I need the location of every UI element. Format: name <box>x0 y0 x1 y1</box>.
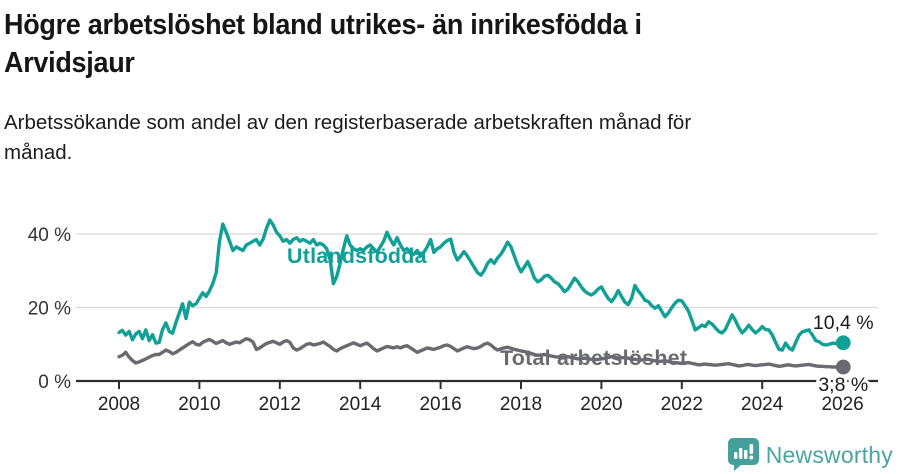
newsworthy-logo-icon <box>727 438 759 471</box>
x-axis-tick-label: 2024 <box>741 394 784 415</box>
x-axis-tick-label: 2014 <box>339 394 382 415</box>
series-line-utlandsfodda <box>117 218 841 352</box>
chart-subtitle-line1: Arbetssökande som andel av den registerb… <box>4 111 692 134</box>
x-axis-tick-label: 2016 <box>419 394 461 415</box>
x-axis-tick-label: 2008 <box>98 394 140 415</box>
newsworthy-logo-text: Newsworthy <box>765 441 893 468</box>
x-axis-tick-label: 2018 <box>500 394 542 415</box>
line-chart-svg: 0 % 20 % 40 % 2008 2010 2012 2014 2016 2018 2020 2… <box>28 218 878 415</box>
y-axis-label: 20 % <box>28 299 71 320</box>
y-axis-label: 0 % <box>38 372 71 393</box>
page-title-line2: Arvidsjaur <box>4 47 135 79</box>
page-title: Högre arbetslöshet bland utrikes- än inr… <box>4 6 822 82</box>
x-axis-tick-label: 2026 <box>821 394 863 415</box>
newsworthy-branding[interactable]: Newsworthy <box>727 438 893 472</box>
x-axis-tick-label: 2020 <box>580 394 622 415</box>
x-axis-tick-label: 2022 <box>661 394 703 415</box>
y-axis-label: 40 % <box>28 225 71 246</box>
series-label-utlandsfodda: Utlandsfödda <box>287 244 428 268</box>
chart-subtitle-line2: månad. <box>4 141 73 164</box>
series-end-dot-utlandsfodda <box>835 335 851 351</box>
series-end-value-label: 10,4 % <box>813 312 874 334</box>
line-chart: 0 % 20 % 40 % 2008 2010 2012 2014 2016 2018 2020 2… <box>0 195 900 430</box>
page-title-line1: Högre arbetslöshet bland utrikes- än inr… <box>4 9 642 41</box>
series-line-total <box>117 337 841 369</box>
x-axis-tick-label: 2010 <box>178 394 220 415</box>
series-end-dot-total <box>835 359 851 375</box>
x-axis-tick-label: 2012 <box>259 394 301 415</box>
series-label-total: Total arbetslöshet <box>500 346 687 370</box>
chart-subtitle: Arbetssökande som andel av den registerb… <box>4 108 864 168</box>
series-end-value-label: 3,8 % <box>818 374 868 396</box>
